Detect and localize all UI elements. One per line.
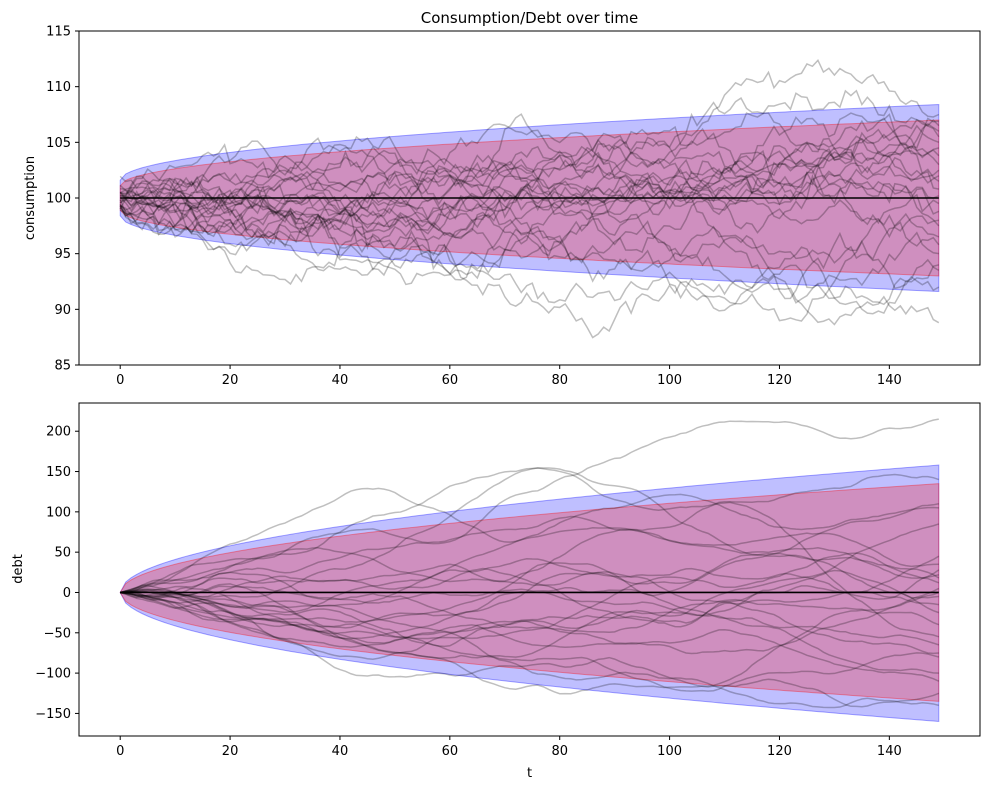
debt-path bbox=[120, 418, 939, 595]
debt-path bbox=[120, 586, 940, 682]
debt-subplot: 0 20 40 60 80 100 120 140 −150 −100 −50 0 50 100 150 2… bbox=[11, 402, 981, 781]
consumption-y-axis-label: consumption bbox=[23, 156, 38, 240]
consumption-path bbox=[119, 178, 940, 292]
consumption-subplot: Consumption/Debt over time 0 20 40 60 80 100 1… bbox=[23, 9, 981, 388]
x-tick-label: 140 bbox=[877, 373, 902, 388]
debt-outer-band bbox=[119, 464, 940, 723]
y-tick-label: 85 bbox=[54, 359, 71, 374]
debt-path bbox=[120, 523, 940, 634]
debt-path bbox=[120, 569, 939, 659]
consumption-path bbox=[119, 97, 939, 218]
x-tick-label: 120 bbox=[767, 373, 792, 388]
y-tick-label: 115 bbox=[46, 25, 71, 40]
consumption-path bbox=[119, 205, 939, 339]
y-tick-label: −150 bbox=[35, 707, 71, 722]
x-tick-label: 20 bbox=[222, 373, 239, 388]
debt-path bbox=[120, 571, 940, 634]
y-tick-label: −50 bbox=[44, 626, 71, 641]
chart-title: Consumption/Debt over time bbox=[421, 9, 638, 27]
debt-path bbox=[120, 467, 940, 598]
consumption-path bbox=[120, 143, 940, 215]
x-tick-label: 100 bbox=[657, 373, 682, 388]
consumption-path bbox=[119, 143, 940, 220]
debt-path bbox=[120, 515, 939, 594]
consumption-y-ticks: 85 90 95 100 105 110 115 bbox=[46, 25, 79, 374]
x-tick-label: 0 bbox=[116, 744, 124, 759]
y-tick-label: 50 bbox=[54, 546, 71, 561]
consumption-path bbox=[120, 154, 939, 315]
debt-path bbox=[120, 555, 940, 648]
debt-path bbox=[120, 588, 940, 708]
consumption-path bbox=[120, 162, 940, 264]
y-tick-label: 90 bbox=[54, 303, 71, 318]
y-tick-label: 105 bbox=[46, 136, 71, 151]
debt-paths bbox=[119, 418, 940, 709]
x-tick-label: 40 bbox=[332, 744, 349, 759]
x-tick-label: 100 bbox=[657, 744, 682, 759]
debt-y-axis-label: debt bbox=[11, 554, 26, 584]
debt-path bbox=[120, 526, 939, 614]
debt-path bbox=[119, 591, 939, 709]
y-tick-label: 100 bbox=[46, 505, 71, 520]
consumption-x-ticks: 0 20 40 60 80 100 120 140 bbox=[116, 365, 902, 388]
debt-x-axis-label: t bbox=[527, 766, 532, 781]
debt-path bbox=[120, 487, 939, 594]
y-tick-label: 95 bbox=[54, 247, 71, 262]
x-tick-label: 40 bbox=[332, 373, 349, 388]
consumption-path bbox=[119, 154, 940, 229]
consumption-paths bbox=[119, 58, 940, 339]
debt-path bbox=[120, 567, 940, 628]
consumption-path bbox=[119, 194, 940, 312]
debt-path bbox=[120, 501, 940, 638]
consumption-path bbox=[119, 154, 940, 237]
debt-path bbox=[120, 503, 939, 623]
consumption-path bbox=[119, 184, 940, 300]
consumption-path bbox=[119, 112, 940, 243]
x-tick-label: 0 bbox=[116, 373, 124, 388]
consumption-path bbox=[120, 168, 940, 281]
consumption-path bbox=[119, 148, 939, 236]
y-tick-label: 150 bbox=[46, 465, 71, 480]
debt-path bbox=[120, 554, 940, 614]
x-tick-label: 120 bbox=[767, 744, 792, 759]
consumption-path bbox=[119, 118, 940, 286]
debt-path bbox=[120, 571, 939, 655]
debt-path bbox=[120, 591, 939, 692]
consumption-path bbox=[119, 135, 940, 224]
debt-path bbox=[120, 557, 939, 608]
x-tick-label: 80 bbox=[551, 373, 568, 388]
x-tick-label: 20 bbox=[222, 744, 239, 759]
x-tick-label: 140 bbox=[877, 744, 902, 759]
consumption-path bbox=[119, 166, 940, 239]
consumption-path bbox=[120, 168, 939, 322]
debt-path bbox=[120, 587, 940, 661]
x-tick-label: 60 bbox=[442, 744, 459, 759]
consumption-path bbox=[119, 172, 940, 326]
y-tick-label: 110 bbox=[46, 80, 71, 95]
debt-path bbox=[120, 467, 940, 594]
debt-axes-frame bbox=[78, 402, 981, 737]
consumption-path bbox=[119, 164, 940, 252]
consumption-path bbox=[119, 89, 940, 216]
debt-y-ticks: −150 −100 −50 0 50 100 150 200 bbox=[35, 425, 79, 722]
consumption-path bbox=[119, 58, 940, 238]
debt-path bbox=[120, 552, 940, 640]
y-tick-label: −100 bbox=[35, 667, 71, 682]
consumption-path bbox=[119, 113, 940, 217]
debt-path bbox=[120, 585, 940, 646]
debt-x-ticks: 0 20 40 60 80 100 120 140 bbox=[116, 736, 902, 759]
y-tick-label: 0 bbox=[63, 586, 71, 601]
x-tick-label: 80 bbox=[551, 744, 568, 759]
consumption-path bbox=[119, 131, 940, 286]
x-tick-label: 60 bbox=[442, 373, 459, 388]
consumption-path bbox=[119, 122, 940, 256]
y-tick-label: 100 bbox=[46, 192, 71, 207]
debt-path bbox=[120, 591, 940, 695]
y-tick-label: 200 bbox=[46, 425, 71, 440]
